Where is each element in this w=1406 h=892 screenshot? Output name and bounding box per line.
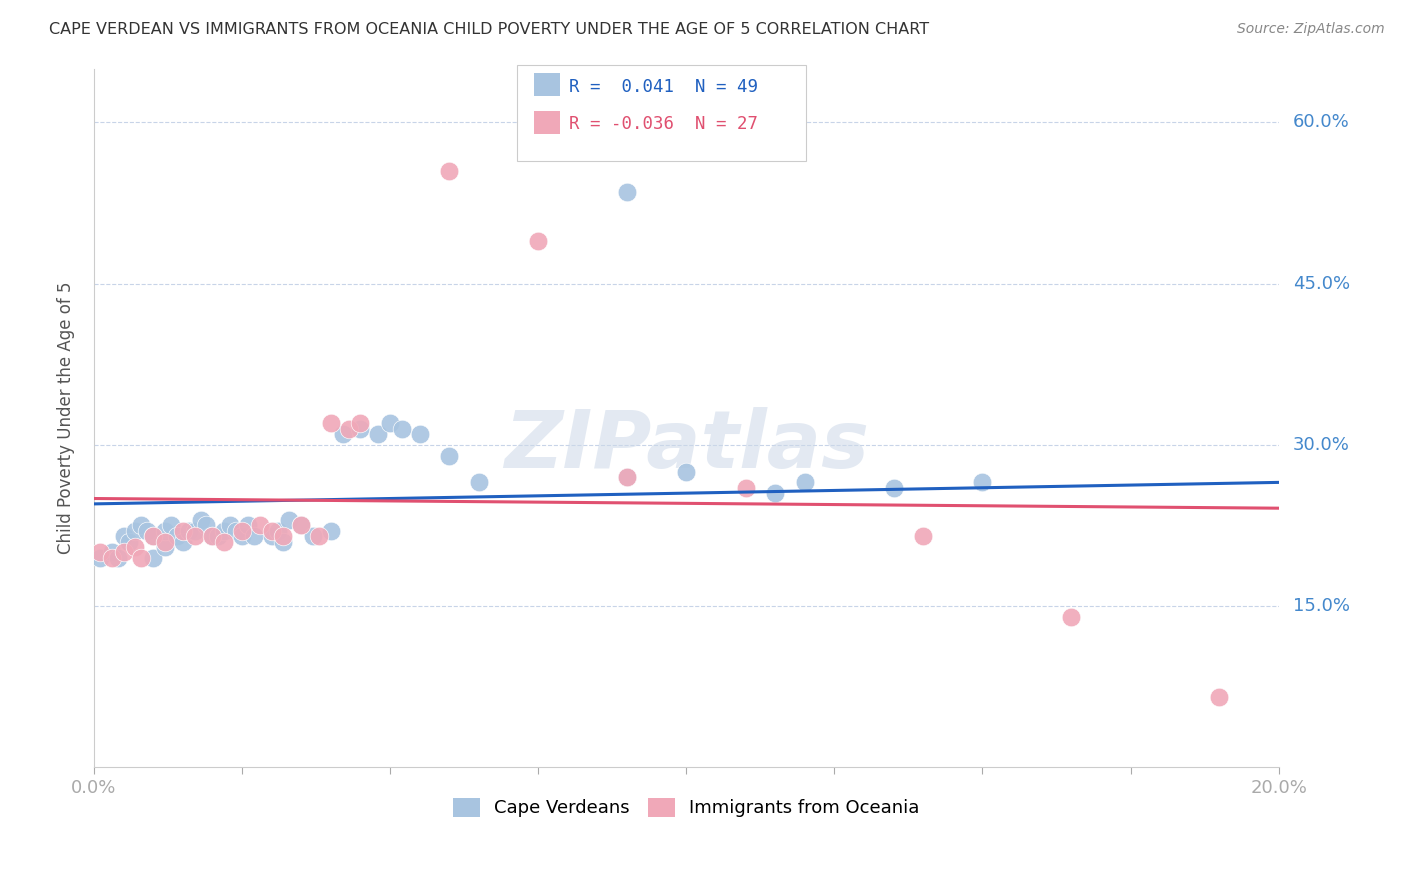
Point [153,524,176,538]
Point [190,513,212,527]
Point [195,518,218,533]
Point [527,234,550,248]
Point [89,550,111,565]
Point [266,524,288,538]
Y-axis label: Child Poverty Under the Age of 5: Child Poverty Under the Age of 5 [58,282,75,554]
Point [201,529,224,543]
Legend: Cape Verdeans, Immigrants from Oceania: Cape Verdeans, Immigrants from Oceania [446,791,927,824]
Point [118,534,141,549]
Point [273,529,295,543]
Point [212,534,235,549]
Point [183,524,205,538]
Point [1208,690,1230,705]
Text: 30.0%: 30.0% [1294,436,1350,454]
Text: Source: ZipAtlas.com: Source: ZipAtlas.com [1237,22,1385,37]
Point [131,518,153,533]
Point [160,518,183,533]
Point [201,529,224,543]
Point [142,550,165,565]
Point [236,518,259,533]
Point [124,540,146,554]
Text: 60.0%: 60.0% [1294,113,1350,131]
Point [290,518,312,533]
Point [124,524,146,538]
Point [439,163,461,178]
Point [468,475,491,490]
Point [616,470,638,484]
Point [675,465,697,479]
Point [219,518,242,533]
Point [378,417,401,431]
Point [100,545,122,559]
Point [337,422,360,436]
Point [367,427,389,442]
Point [616,470,638,484]
Point [912,529,935,543]
Point [972,475,994,490]
Point [319,417,342,431]
Point [183,529,205,543]
Point [439,449,461,463]
Point [207,529,229,543]
Point [883,481,905,495]
Point [107,550,129,565]
Point [319,524,342,538]
Point [260,524,283,538]
Point [131,550,153,565]
Point [166,529,188,543]
Point [89,545,111,559]
Point [349,417,371,431]
Point [273,534,295,549]
Point [153,540,176,554]
Point [616,185,638,199]
Point [332,427,354,442]
Point [225,524,247,538]
Point [391,422,413,436]
Text: 45.0%: 45.0% [1294,275,1350,293]
Point [793,475,815,490]
Point [734,481,756,495]
Point [249,518,271,533]
Point [278,513,301,527]
Point [308,529,330,543]
Point [153,534,176,549]
Point [112,545,135,559]
Point [212,524,235,538]
Point [100,550,122,565]
Point [231,529,253,543]
Point [260,529,283,543]
Text: CAPE VERDEAN VS IMMIGRANTS FROM OCEANIA CHILD POVERTY UNDER THE AGE OF 5 CORRELA: CAPE VERDEAN VS IMMIGRANTS FROM OCEANIA … [49,22,929,37]
Text: 15.0%: 15.0% [1294,597,1350,615]
Point [142,529,165,543]
Point [290,518,312,533]
Point [142,529,165,543]
Point [763,486,786,500]
Point [172,524,194,538]
Text: R =  0.041  N = 49: R = 0.041 N = 49 [569,78,758,95]
Point [177,524,200,538]
Point [302,529,325,543]
Text: R = -0.036  N = 27: R = -0.036 N = 27 [569,115,758,133]
Point [136,524,159,538]
Point [112,529,135,543]
Point [409,427,432,442]
Point [1060,609,1083,624]
Text: ZIPatlas: ZIPatlas [503,407,869,485]
Point [172,534,194,549]
Point [243,529,266,543]
Point [231,524,253,538]
Point [349,422,371,436]
